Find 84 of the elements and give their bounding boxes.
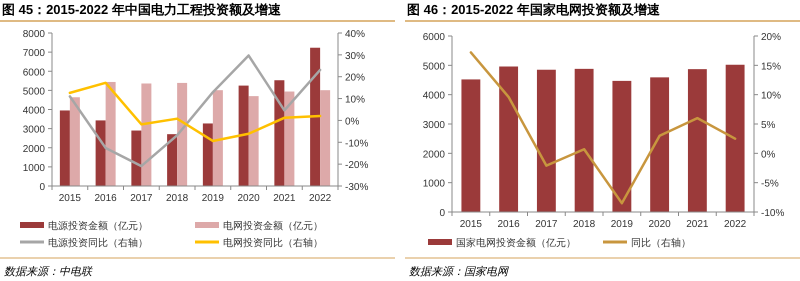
x-tick-label: 2019 <box>610 219 634 230</box>
x-tick-label: 2015 <box>58 193 82 204</box>
y2-tick-label: -20% <box>345 160 368 172</box>
y2-tick-label: 0% <box>761 149 776 160</box>
bar <box>60 110 70 186</box>
bar <box>461 79 480 212</box>
y2-tick-label: -10% <box>761 208 784 219</box>
bar <box>320 90 330 186</box>
bar <box>177 82 188 186</box>
y-tick-label: 5000 <box>422 61 446 72</box>
chart-title: 图 46：2015-2022 年国家电网投资额及增速 <box>407 2 661 17</box>
line-series <box>68 82 322 142</box>
x-tick-label: 2017 <box>535 219 558 230</box>
bar <box>238 86 249 186</box>
y-tick-label: 3000 <box>422 120 446 131</box>
bar <box>612 80 632 212</box>
bar <box>499 66 518 212</box>
bar <box>650 77 670 212</box>
y2-tick-label: 10% <box>761 90 782 102</box>
y-tick-label: 6000 <box>22 67 46 78</box>
bar <box>141 83 152 186</box>
bar <box>202 123 213 186</box>
source-note: 数据来源：国家电网 <box>409 265 509 278</box>
bar <box>248 96 259 186</box>
x-tick-label: 2015 <box>460 219 482 230</box>
bar <box>310 48 320 186</box>
y-tick-label: 4000 <box>422 90 446 102</box>
y2-tick-label: 20% <box>761 32 782 43</box>
legend-label: 电源投资金额（亿元） <box>48 220 148 232</box>
y2-tick-label: 30% <box>345 50 366 62</box>
y-tick-label: 1000 <box>422 178 446 190</box>
y2-tick-label: 20% <box>345 72 366 84</box>
bar <box>688 69 707 212</box>
y-tick-label: 7000 <box>22 48 46 60</box>
x-tick-label: 2020 <box>238 193 260 204</box>
bar <box>70 97 80 186</box>
legend-label: 电网投资同比（右轴） <box>223 237 323 249</box>
y-tick-label: 8000 <box>22 29 46 40</box>
y2-tick-label: -5% <box>761 178 779 190</box>
line-series <box>470 51 736 204</box>
legend-label: 同比（右轴） <box>631 237 691 249</box>
y-tick-label: 1000 <box>22 162 46 174</box>
bar <box>536 70 556 212</box>
legend-label: 电源投资同比（右轴） <box>48 237 148 249</box>
y-tick-label: 3000 <box>22 124 46 136</box>
legend-label: 国家电网投资金额（亿元） <box>456 237 576 249</box>
x-tick-label: 2018 <box>166 193 189 204</box>
x-tick-label: 2019 <box>202 193 224 204</box>
bar <box>167 134 178 186</box>
source-note: 数据来源：中电联 <box>4 265 93 278</box>
bar <box>274 80 284 186</box>
y-tick-label: 4000 <box>22 106 46 116</box>
bar <box>131 130 142 186</box>
x-tick-label: 2021 <box>686 219 709 230</box>
x-tick-label: 2020 <box>648 219 672 230</box>
x-tick-label: 2017 <box>130 193 153 204</box>
x-tick-label: 2022 <box>724 219 747 230</box>
x-tick-label: 2016 <box>498 219 520 230</box>
x-tick-label: 2018 <box>573 219 596 230</box>
bar <box>212 90 223 186</box>
y2-tick-label: -10% <box>345 138 368 150</box>
legend-label: 电网投资金额（亿元） <box>223 220 323 232</box>
x-tick-label: 2016 <box>94 193 118 204</box>
y2-tick-label: -30% <box>345 182 368 193</box>
y-tick-label: 2000 <box>22 144 46 155</box>
y2-tick-label: 5% <box>761 120 776 131</box>
y2-tick-label: 10% <box>345 94 366 106</box>
y-tick-label: 2000 <box>422 149 446 160</box>
x-tick-label: 2021 <box>273 193 296 204</box>
y2-tick-label: 15% <box>761 61 782 72</box>
bar <box>574 68 594 212</box>
y-tick-label: 5000 <box>22 86 46 98</box>
y-tick-label: 6000 <box>422 32 446 43</box>
bar <box>106 82 116 186</box>
y-tick-label: 0 <box>39 182 46 193</box>
y-tick-label: 0 <box>439 208 446 219</box>
line-series <box>68 54 322 168</box>
bar <box>726 64 745 212</box>
chart-title: 图 45：2015-2022 年中国电力工程投资额及增速 <box>2 2 282 17</box>
x-tick-label: 2022 <box>309 193 332 204</box>
y2-tick-label: 40% <box>345 29 366 40</box>
y2-tick-label: 0% <box>345 116 360 128</box>
bar <box>284 92 294 186</box>
bar <box>96 120 106 186</box>
